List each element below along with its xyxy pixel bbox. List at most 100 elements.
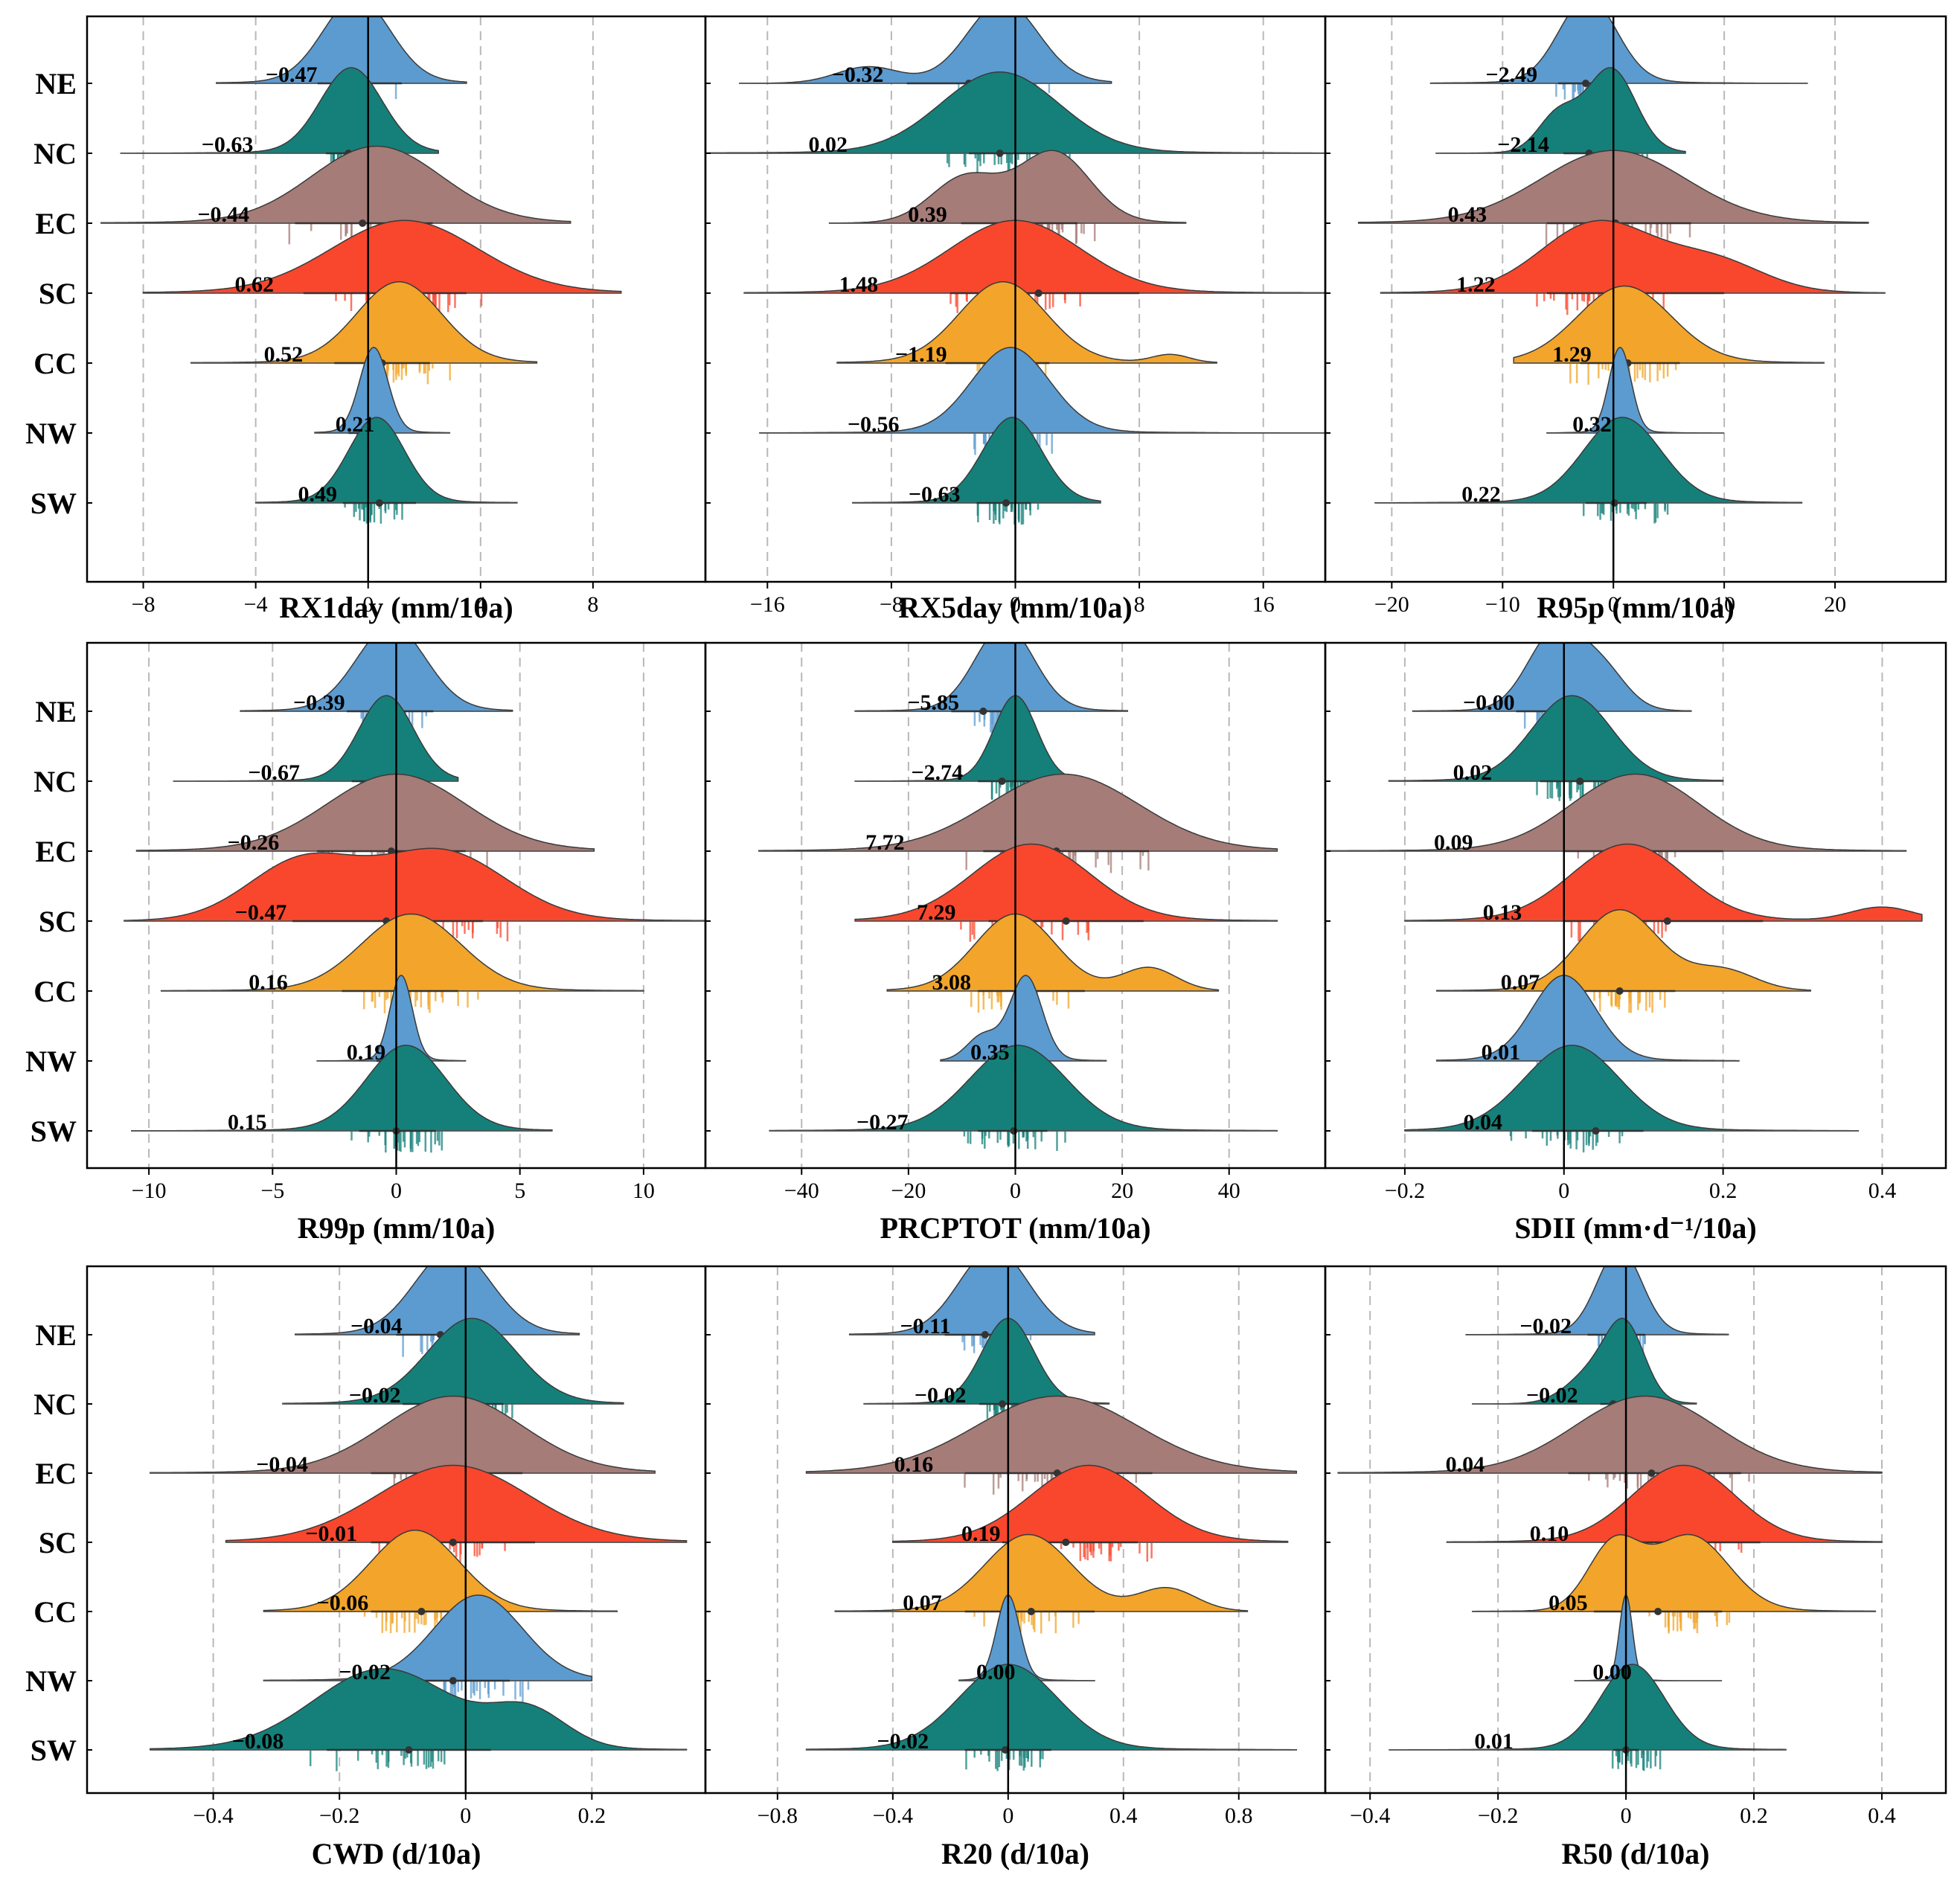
mean-point — [998, 777, 1006, 785]
value-label-NE: −0.02 — [1519, 1314, 1572, 1338]
panel-r95p: −2.49 −2.14 0.43 1.22 1.29 0.32 0.22 −20 −10 0 10 2… — [1324, 15, 1947, 624]
x-tick-label: −20 — [891, 1179, 926, 1203]
category-label-SC: SC — [39, 277, 77, 310]
category-label-EC: EC — [35, 207, 77, 240]
density-SC — [124, 847, 705, 922]
mean-point — [405, 1746, 413, 1754]
density-NW — [314, 347, 451, 434]
mean-point — [1663, 917, 1671, 925]
mean-point — [1034, 289, 1043, 297]
category-label-NW: NW — [25, 417, 77, 450]
rug-CC — [362, 991, 479, 1013]
density-SW — [254, 417, 518, 504]
rug-CC — [379, 363, 451, 385]
density-SW — [769, 1045, 1278, 1132]
value-label-CC: 0.05 — [1549, 1591, 1588, 1615]
x-tick-label: 8 — [587, 592, 598, 617]
mean-point — [999, 1400, 1007, 1408]
category-label-SC: SC — [39, 1526, 77, 1559]
x-tick-label: −0.4 — [1350, 1803, 1390, 1828]
panel-sdii: −0.00 0.02 0.09 0.13 0.07 0.01 0.04 −0.2 0 0.2 0.4… — [1324, 641, 1947, 1245]
x-tick-label: −10 — [1485, 592, 1520, 617]
mean-point — [1062, 917, 1070, 925]
density-SC — [892, 1464, 1289, 1543]
mean-point — [1647, 1469, 1656, 1477]
mean-point — [1615, 987, 1624, 995]
density-EC — [1337, 1395, 1883, 1474]
value-label-NE: −2.49 — [1485, 62, 1537, 87]
category-label-NC: NC — [33, 1388, 77, 1421]
density-EC — [758, 773, 1278, 852]
x-tick-label: 16 — [1252, 592, 1275, 617]
value-label-EC: 0.09 — [1434, 830, 1473, 855]
x-axis-title: R99p (mm/10a) — [298, 1211, 496, 1245]
density-NE — [848, 1266, 1095, 1335]
x-tick-label: −0.4 — [193, 1803, 233, 1828]
value-label-CC: 0.16 — [249, 970, 288, 995]
density-CC — [1513, 285, 1825, 364]
density-NE — [216, 16, 467, 84]
x-tick-label: −16 — [750, 592, 785, 617]
rug-SW — [963, 1131, 1066, 1151]
mean-point — [449, 1677, 457, 1684]
value-label-NE: −0.47 — [266, 62, 318, 87]
x-tick-label: 0.8 — [1225, 1803, 1253, 1828]
value-label-NC: −0.02 — [1526, 1383, 1578, 1408]
ridges — [124, 643, 705, 1153]
density-SC — [1446, 1464, 1883, 1543]
density-SC — [1404, 843, 1923, 922]
value-label-NW: 0.35 — [970, 1040, 1010, 1065]
value-label-CC: −1.19 — [895, 342, 947, 367]
x-tick-label: 10 — [1713, 592, 1735, 617]
density-SC — [142, 219, 622, 294]
density-NW — [1435, 975, 1740, 1062]
x-tick-label: −40 — [784, 1179, 819, 1203]
value-label-NW: −0.02 — [339, 1660, 391, 1684]
value-label-NC: −0.02 — [349, 1383, 401, 1408]
category-label-SW: SW — [31, 487, 77, 520]
value-label-NE: −0.11 — [900, 1314, 951, 1338]
mean-point — [1062, 1539, 1070, 1546]
x-tick-label: 0 — [1010, 592, 1021, 617]
mean-point — [449, 1539, 457, 1546]
value-label-NC: −0.02 — [915, 1383, 967, 1408]
density-CC — [886, 913, 1220, 992]
x-tick-label: −5 — [260, 1179, 284, 1203]
density-EC — [150, 1395, 656, 1474]
x-tick-label: −4 — [244, 592, 268, 617]
x-tick-label: −8 — [132, 592, 156, 617]
x-tick-label: 0.4 — [1868, 1803, 1896, 1828]
rug-SW — [344, 503, 403, 524]
rug-CC — [1648, 1612, 1731, 1634]
mean-point — [996, 150, 1004, 157]
x-tick-label: 0 — [1010, 1179, 1021, 1203]
panel-prcptot: −5.85 −2.74 7.72 7.29 3.08 0.35 −0.27 −40 −20 0 20… — [704, 641, 1327, 1245]
x-tick-label: 0 — [1621, 1803, 1632, 1828]
value-label-CC: 1.29 — [1552, 342, 1592, 367]
density-SC — [854, 843, 1278, 922]
density-SW — [131, 1045, 553, 1132]
density-SC — [743, 219, 1325, 294]
ridges — [805, 1266, 1298, 1771]
value-label-SW: 0.15 — [228, 1110, 267, 1135]
category-label-CC: CC — [33, 975, 77, 1008]
density-NW — [940, 975, 1107, 1062]
density-NE — [739, 16, 1112, 84]
ridges — [1357, 16, 1886, 524]
value-label-CC: 0.07 — [1501, 970, 1540, 995]
x-tick-label: 0 — [391, 1179, 402, 1203]
panel-cwd: −0.04 NE −0.02 NC −0.04 EC −0.01 SC −0.06 CC −0.02… — [25, 1265, 707, 1870]
panel-frame — [1324, 15, 1947, 583]
mean-point — [1654, 1608, 1662, 1615]
x-tick-label: −0.8 — [758, 1803, 798, 1828]
x-tick-label: 20 — [1111, 1179, 1133, 1203]
ridges — [100, 16, 622, 524]
density-SW — [805, 1664, 1298, 1751]
value-label-SC: 0.10 — [1530, 1521, 1569, 1546]
value-label-NC: −2.14 — [1497, 132, 1549, 157]
density-SC — [1380, 219, 1886, 294]
x-tick-label: 0 — [1558, 1179, 1569, 1203]
density-EC — [100, 145, 571, 224]
value-label-EC: 7.72 — [865, 830, 905, 855]
